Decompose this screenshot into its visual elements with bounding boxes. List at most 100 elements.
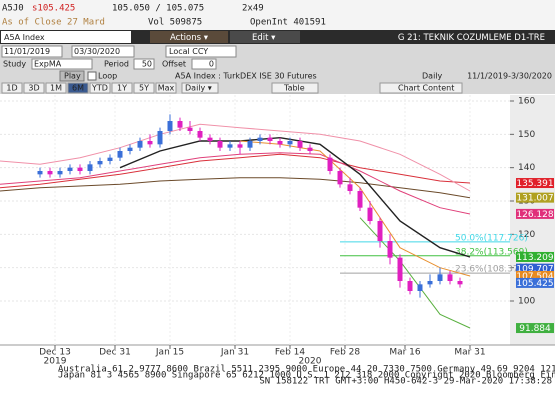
open-interest: OpenInt 401591 bbox=[250, 18, 326, 28]
security: A5A Index bbox=[4, 33, 45, 42]
candle-body bbox=[157, 131, 163, 145]
play-button[interactable] bbox=[59, 70, 85, 82]
offset-input[interactable] bbox=[191, 58, 217, 70]
edit-button[interactable] bbox=[230, 31, 300, 43]
period-option: 1D bbox=[6, 84, 17, 93]
period-button[interactable] bbox=[45, 82, 67, 94]
candle-body bbox=[327, 157, 333, 171]
price-tag-label: 107.504 bbox=[516, 272, 553, 282]
chart-content-button[interactable] bbox=[379, 82, 463, 94]
last-price: s105.425 bbox=[32, 4, 75, 14]
candle-body bbox=[197, 131, 203, 138]
candle-body bbox=[407, 281, 413, 291]
y-tick-label: 100 bbox=[518, 297, 535, 307]
price-tag bbox=[516, 323, 554, 334]
size: 2x49 bbox=[242, 4, 264, 14]
period-option: 5Y bbox=[139, 84, 149, 93]
period-option: Max bbox=[158, 84, 175, 93]
fib-label: 23.6%(108.379) bbox=[455, 265, 528, 275]
loop: Loop bbox=[98, 72, 117, 81]
period-button[interactable] bbox=[133, 82, 155, 94]
period-option: 1M bbox=[50, 84, 62, 93]
offset-label: Offset bbox=[162, 60, 186, 69]
period-button[interactable] bbox=[23, 82, 45, 94]
year-label: 2019 bbox=[44, 357, 67, 367]
candle-body bbox=[207, 137, 213, 141]
period-button[interactable] bbox=[1, 82, 23, 94]
security-input[interactable] bbox=[1, 31, 131, 43]
candle-body bbox=[177, 121, 183, 128]
y-tick-label: 140 bbox=[518, 163, 535, 173]
candle-body bbox=[247, 141, 253, 148]
study-line bbox=[0, 153, 471, 189]
y-tick-label: 120 bbox=[518, 230, 535, 240]
study-line bbox=[0, 177, 471, 199]
price-tag-label: 135.391 bbox=[516, 179, 553, 189]
currency-select[interactable] bbox=[165, 45, 237, 58]
frequency-select[interactable] bbox=[181, 82, 219, 94]
price-tag bbox=[516, 192, 554, 203]
period-label: Period bbox=[104, 60, 129, 69]
candle-body bbox=[87, 164, 93, 171]
candle-body bbox=[147, 141, 153, 145]
period-buttons: 1D 3D 1M 6M YTD 1Y 5Y Max bbox=[1, 82, 177, 94]
candle-body bbox=[297, 141, 303, 148]
footer: Australia 61 2 9777 8600 Brazil 5511 239… bbox=[58, 365, 555, 387]
end-date: 03/30/2020 bbox=[74, 47, 120, 56]
y-tick-label: 150 bbox=[518, 130, 535, 140]
candle-body bbox=[277, 141, 283, 145]
period-button[interactable] bbox=[67, 82, 89, 94]
candle-body bbox=[127, 147, 133, 151]
price-tag-label: 91.884 bbox=[519, 324, 551, 334]
x-tick-label: Dec 13 bbox=[39, 348, 71, 358]
table-button[interactable] bbox=[271, 82, 319, 94]
period-input[interactable] bbox=[133, 58, 155, 70]
start-input[interactable] bbox=[1, 45, 63, 58]
actions-button[interactable] bbox=[150, 31, 228, 43]
price-tag bbox=[516, 178, 554, 189]
period-button[interactable] bbox=[111, 82, 133, 94]
candle-body bbox=[367, 207, 373, 221]
edit: Edit ▾ bbox=[252, 33, 276, 43]
study-select[interactable] bbox=[31, 58, 93, 70]
candle-body bbox=[387, 241, 393, 258]
candle-body bbox=[417, 284, 423, 291]
candle-body bbox=[227, 144, 233, 148]
ticker: A5J0 bbox=[2, 4, 24, 14]
y-tick-label: 160 bbox=[518, 97, 535, 107]
currency: Local CCY bbox=[169, 47, 208, 56]
candle-body bbox=[47, 171, 53, 175]
candle-body bbox=[167, 121, 173, 131]
x-tick-label: Jan 15 bbox=[155, 348, 184, 358]
candle-body bbox=[97, 161, 103, 165]
candle-body bbox=[137, 141, 143, 148]
price-tag-label: 109.707 bbox=[516, 265, 553, 275]
offset: 0 bbox=[209, 60, 214, 69]
start-date: 11/01/2019 bbox=[4, 47, 50, 56]
period-button[interactable] bbox=[89, 82, 111, 94]
candle-body bbox=[117, 151, 123, 158]
table: Table bbox=[283, 84, 305, 93]
fib-label: 38.2%(113.569) bbox=[455, 247, 528, 257]
candle-body bbox=[437, 274, 443, 281]
period-button[interactable] bbox=[155, 82, 177, 94]
candle-body bbox=[187, 127, 193, 131]
price-tag bbox=[516, 263, 554, 274]
end-input[interactable] bbox=[71, 45, 135, 58]
candle-body bbox=[37, 171, 43, 175]
period-option: 1Y bbox=[117, 84, 127, 93]
play: Play bbox=[64, 72, 81, 81]
candle-body bbox=[237, 144, 243, 148]
candle-body bbox=[457, 281, 463, 285]
footer-line: Australia 61 2 9777 8600 Brazil 5511 239… bbox=[58, 365, 555, 375]
loop-checkbox[interactable] bbox=[87, 71, 97, 81]
x-tick-label: Feb 28 bbox=[330, 348, 361, 358]
period-option: 3D bbox=[28, 84, 39, 93]
price-tag bbox=[516, 277, 554, 288]
x-tick-label: Mar 31 bbox=[454, 348, 485, 358]
price-axis bbox=[510, 95, 555, 345]
candle-body bbox=[307, 147, 313, 151]
price-tag-label: 126.128 bbox=[516, 210, 553, 220]
